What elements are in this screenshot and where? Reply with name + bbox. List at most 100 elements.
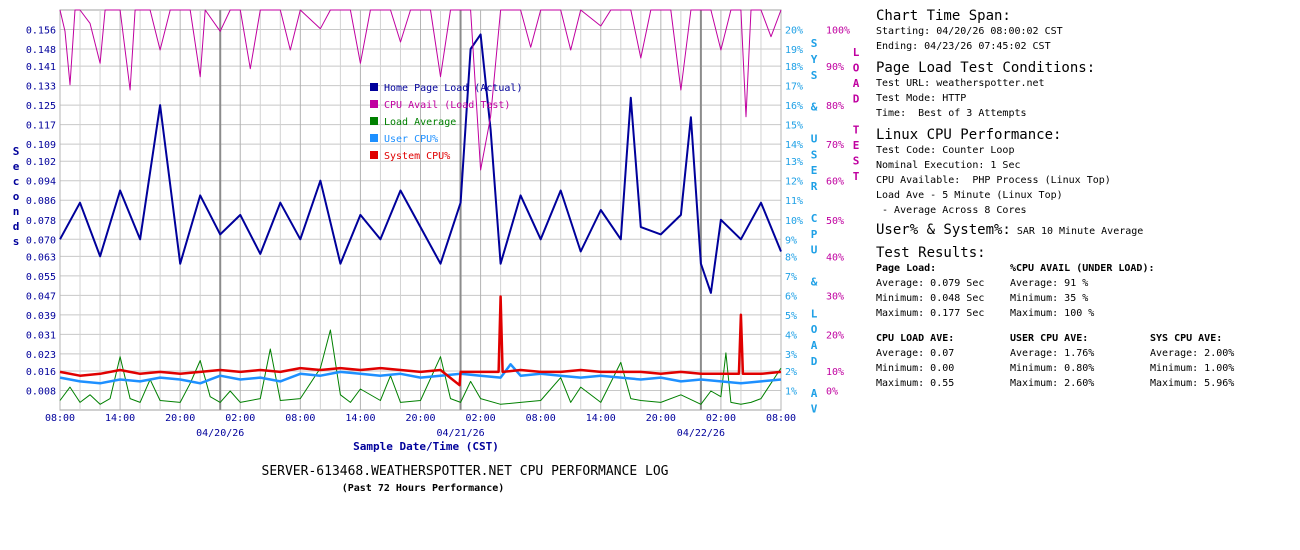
x-tick-label: 14:00 (105, 413, 135, 424)
cpu-avail-avg: Average: 91 % (1010, 278, 1089, 289)
legend-swatch (370, 100, 378, 108)
span-end: Ending: 04/23/26 07:45:02 CST (876, 41, 1051, 52)
y-left-tick-label: 0.016 (26, 367, 56, 378)
axis-title-letter: U (811, 132, 818, 145)
cpu-avail-heading: %CPU AVAIL (UNDER LOAD): (1010, 263, 1155, 274)
results-table-1: Page Load: Average: 0.079 Sec Minimum: 0… (876, 261, 1296, 321)
series-line (59, 33, 782, 294)
axis-title-letter: D (853, 93, 860, 106)
y-right-tick-label: 17% (785, 82, 803, 93)
y-load-tick-label: 40% (826, 252, 844, 263)
y-load-tick-label: 50% (826, 216, 844, 227)
y-right-tick-label: 8% (785, 252, 797, 263)
average-cores: - Average Across 8 Cores (876, 205, 1027, 216)
axis-title-letter: C (811, 212, 818, 225)
axis-title-letter: P (811, 228, 818, 241)
y-load-tick-label: 70% (826, 140, 844, 151)
axis-title-letter: d (13, 220, 20, 233)
y-left-tick-label: 0.141 (26, 62, 56, 73)
legend-label: System CPU% (384, 151, 450, 162)
cpu-avail-max: Maximum: 100 % (1010, 308, 1095, 319)
legend-label: Load Average (384, 117, 456, 128)
axis-title-letter: e (13, 160, 20, 173)
y-left-tick-label: 0.078 (26, 216, 56, 227)
axis-title-letter: n (13, 205, 20, 218)
legend-label: User CPU% (384, 134, 438, 145)
y-right-tick-label: 4% (785, 330, 797, 341)
y-load-tick-label: 0% (826, 386, 838, 397)
axis-title-letter: S (811, 37, 818, 50)
y-left-tick-label: 0.102 (26, 157, 56, 168)
page-load-max: Maximum: 0.177 Sec (876, 308, 985, 319)
y-right-tick-label: 13% (785, 157, 803, 168)
legend-label: Home Page Load (Actual) (384, 83, 522, 94)
axis-title-letter: & (811, 101, 818, 114)
y-load-tick-label: 20% (826, 330, 844, 341)
page-load-avg: Average: 0.079 Sec (876, 278, 985, 289)
y-right-tick-label: 11% (785, 196, 803, 207)
x-tick-label: 02:00 (466, 413, 496, 424)
y-right-tick-label: 7% (785, 272, 797, 283)
y-left-tick-label: 0.031 (26, 330, 56, 341)
legend-swatch (370, 151, 378, 159)
test-time: Time: Best of 3 Attempts (876, 108, 1027, 119)
y-right-tick-label: 3% (785, 350, 797, 361)
x-tick-label: 08:00 (285, 413, 315, 424)
x-tick-label: 02:00 (225, 413, 255, 424)
legend-swatch (370, 83, 378, 91)
cpu-load-heading: CPU LOAD AVE: (876, 333, 955, 344)
load-ave: Load Ave - 5 Minute (Linux Top) (876, 190, 1063, 201)
y-left-tick-label: 0.117 (26, 121, 56, 132)
test-url: Test URL: weatherspotter.net (876, 78, 1045, 89)
series-line (59, 363, 782, 385)
y-right-tick-label: 12% (785, 177, 803, 188)
x-tick-label: 14:00 (586, 413, 616, 424)
x-axis-label: Sample Date/Time (CST) (353, 440, 499, 453)
axis-title-letter: S (853, 155, 860, 168)
y-load-tick-label: 60% (826, 177, 844, 188)
legend-swatch (370, 117, 378, 125)
y-left-tick-label: 0.086 (26, 196, 56, 207)
y-right-tick-label: 1% (785, 386, 797, 397)
legend-swatch (370, 134, 378, 142)
y-load-tick-label: 30% (826, 291, 844, 302)
results-table-2: CPU LOAD AVE: Average: 0.07 Minimum: 0.0… (876, 331, 1296, 391)
axis-title-letter: R (811, 180, 818, 193)
axis-title-letter: L (811, 307, 818, 320)
chart-subtitle: (Past 72 Hours Performance) (342, 483, 505, 494)
axis-title-letter: E (811, 164, 818, 177)
nominal-execution: Nominal Execution: 1 Sec (876, 160, 1021, 171)
y-load-tick-label: 80% (826, 101, 844, 112)
axis-title-letter: A (811, 339, 818, 352)
y-right-tick-label: 14% (785, 140, 803, 151)
y-left-tick-label: 0.109 (26, 140, 56, 151)
user-cpu-max: Maximum: 2.60% (1010, 378, 1095, 389)
y-right-tick-label: 15% (785, 121, 803, 132)
x-tick-label: 08:00 (45, 413, 75, 424)
axis-title-letter: V (811, 403, 818, 416)
axis-title-letter: T (853, 170, 860, 183)
x-tick-label: 02:00 (706, 413, 736, 424)
y-right-tick-label: 6% (785, 291, 797, 302)
span-start: Starting: 04/20/26 08:00:02 CST (876, 26, 1063, 37)
y-right-tick-label: 5% (785, 311, 797, 322)
y-right-tick-label: 19% (785, 45, 803, 56)
x-tick-label: 20:00 (646, 413, 676, 424)
y-right-tick-label: 2% (785, 367, 797, 378)
conditions-title: Page Load Test Conditions: (876, 60, 1096, 76)
series-line (59, 329, 782, 405)
info-panel: Chart Time Span: Starting: 04/20/26 08:0… (876, 8, 1296, 391)
axis-title-letter: c (13, 175, 20, 188)
axis-title-letter: E (853, 139, 860, 152)
sys-cpu-max: Maximum: 5.96% (1150, 378, 1235, 389)
cpu-avail-min: Minimum: 35 % (1010, 293, 1089, 304)
x-tick-label: 20:00 (405, 413, 435, 424)
test-mode: Test Mode: HTTP (876, 93, 967, 104)
sys-cpu-min: Minimum: 1.00% (1150, 363, 1235, 374)
series-layer (59, 9, 782, 405)
y-right-tick-label: 18% (785, 62, 803, 73)
span-title: Chart Time Span: (876, 8, 1011, 24)
